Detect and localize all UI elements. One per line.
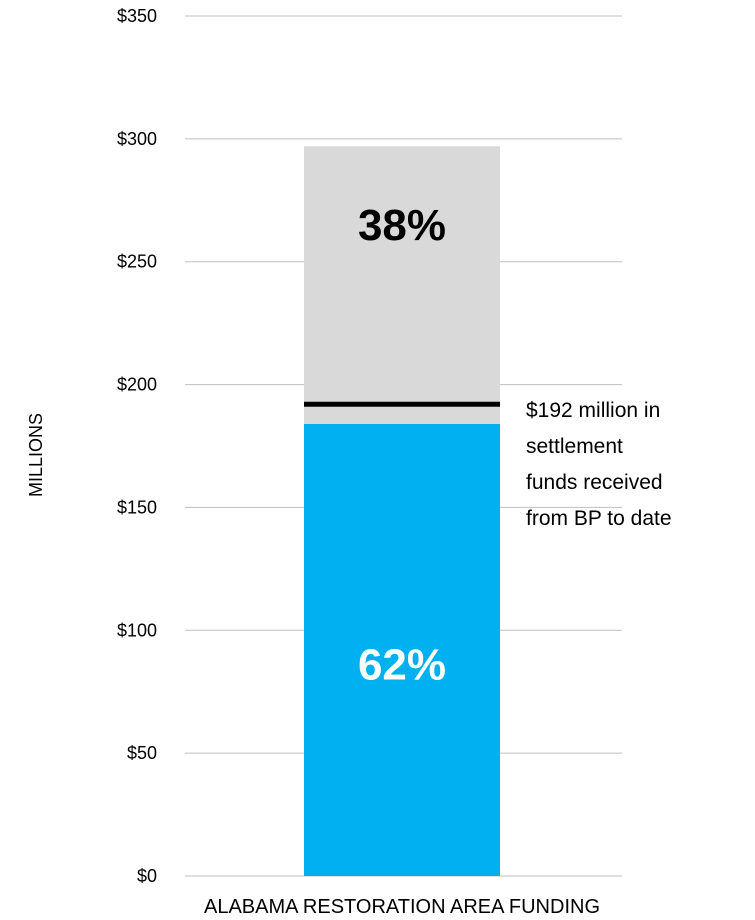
- bar-segment-1: [304, 423, 500, 876]
- segment-percent-label: 38%: [358, 201, 446, 250]
- y-tick-label: $350: [117, 6, 157, 26]
- y-axis-ticks: $0 $50 $100 $150 $200 $250 $300 $350: [117, 6, 157, 886]
- segment-percent-label: 62%: [358, 641, 446, 690]
- y-tick-label: $0: [137, 866, 157, 886]
- y-tick-label: $200: [117, 375, 157, 395]
- stacked-bar: [304, 146, 500, 876]
- annotation-line: funds received: [526, 471, 663, 494]
- y-tick-label: $50: [127, 743, 157, 763]
- x-axis-category-label: ALABAMA RESTORATION AREA FUNDING: [204, 896, 600, 918]
- y-tick-label: $150: [117, 497, 157, 517]
- y-tick-label: $250: [117, 252, 157, 272]
- y-tick-label: $100: [117, 620, 157, 640]
- y-tick-label: $300: [117, 129, 157, 149]
- annotation-line: $192 million in: [526, 399, 660, 422]
- annotation-line: from BP to date: [526, 507, 672, 530]
- annotation-line: settlement: [526, 435, 623, 458]
- segment-labels: 62% 38%: [358, 201, 446, 690]
- settlement-annotation: $192 million in settlement funds received f…: [526, 399, 672, 530]
- bar-segment-2: [304, 146, 500, 424]
- y-axis-label: MILLIONS: [26, 413, 46, 497]
